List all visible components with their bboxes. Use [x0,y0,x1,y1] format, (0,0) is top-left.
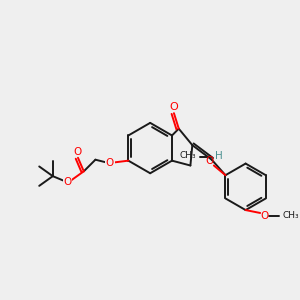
Text: O: O [63,177,71,187]
Text: O: O [261,211,269,221]
Text: O: O [169,102,178,112]
Text: O: O [106,158,114,168]
Text: CH₃: CH₃ [180,151,196,160]
Text: O: O [73,147,81,157]
Text: H: H [214,151,222,161]
Text: CH₃: CH₃ [282,212,299,220]
Text: O: O [206,156,214,166]
